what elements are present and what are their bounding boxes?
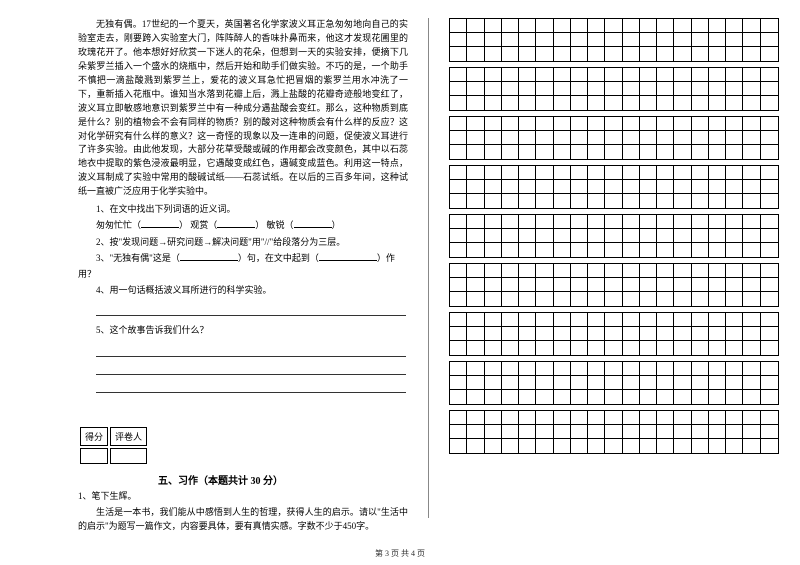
- q2: 2、按"发现问题→研究问题→解决问题"用"//"给段落分为三层。: [78, 234, 408, 250]
- writing-grid[interactable]: [449, 361, 779, 405]
- section-title: 五、习作（本题共计 30 分）: [78, 472, 408, 487]
- q4: 4、用一句话概括波义耳所进行的科学实验。: [78, 282, 408, 298]
- blank[interactable]: [141, 218, 179, 228]
- answer-line[interactable]: [96, 302, 406, 316]
- score-cell[interactable]: [80, 448, 108, 464]
- writing-grid[interactable]: [449, 410, 779, 454]
- q1-c: ） 敏锐（: [255, 220, 293, 230]
- q3-b: ）句，在文中起到（: [238, 253, 319, 263]
- writing-grid[interactable]: [449, 263, 779, 307]
- writing-grid[interactable]: [449, 18, 779, 62]
- q5: 5、这个故事告诉我们什么？: [78, 322, 408, 338]
- writing-grid-area[interactable]: [449, 18, 779, 459]
- left-column: 无独有偶。17世纪的一个夏天，英国著名化学家波义耳正急匆匆地向自己的实验室走去，…: [78, 18, 408, 518]
- blank[interactable]: [180, 251, 238, 261]
- blank[interactable]: [319, 251, 377, 261]
- essay-prompt: 生活是一本书，我们能从中感悟到人生的哲理，获得人生的启示。请以"生活中的启示"为…: [78, 505, 408, 534]
- score-box: 得分 评卷人: [78, 425, 408, 466]
- q1-a: 匆匆忙忙（: [96, 220, 141, 230]
- grader-cell[interactable]: [110, 448, 147, 464]
- q1-synonyms: 匆匆忙忙（ ） 观赏（ ） 敏锐（ ）: [78, 217, 408, 233]
- answer-line[interactable]: [96, 379, 406, 393]
- q1-b: ） 观赏（: [179, 220, 217, 230]
- q3: 3、"无独有偶"这是（）句，在文中起到（）作用？: [78, 250, 408, 282]
- reading-passage: 无独有偶。17世纪的一个夏天，英国著名化学家波义耳正急匆匆地向自己的实验室走去，…: [78, 18, 408, 199]
- answer-line[interactable]: [96, 361, 406, 375]
- grader-header: 评卷人: [110, 427, 147, 446]
- writing-grid[interactable]: [449, 165, 779, 209]
- q3-a: 3、"无独有偶"这是（: [96, 253, 180, 263]
- column-divider: [428, 18, 429, 518]
- essay-q: 1、笔下生辉。: [78, 489, 408, 503]
- blank[interactable]: [217, 218, 255, 228]
- page-footer: 第 3 页 共 4 页: [0, 548, 800, 559]
- score-header: 得分: [80, 427, 108, 446]
- writing-grid[interactable]: [449, 116, 779, 160]
- blank[interactable]: [294, 218, 332, 228]
- q1-intro: 1、在文中找出下列词语的近义词。: [78, 201, 408, 217]
- question-block: 1、在文中找出下列词语的近义词。 匆匆忙忙（ ） 观赏（ ） 敏锐（ ） 2、按"发现…: [78, 201, 408, 392]
- q1-d: ）: [332, 220, 341, 230]
- writing-grid[interactable]: [449, 214, 779, 258]
- answer-line[interactable]: [96, 343, 406, 357]
- writing-grid[interactable]: [449, 67, 779, 111]
- right-column: [449, 18, 779, 518]
- writing-grid[interactable]: [449, 312, 779, 356]
